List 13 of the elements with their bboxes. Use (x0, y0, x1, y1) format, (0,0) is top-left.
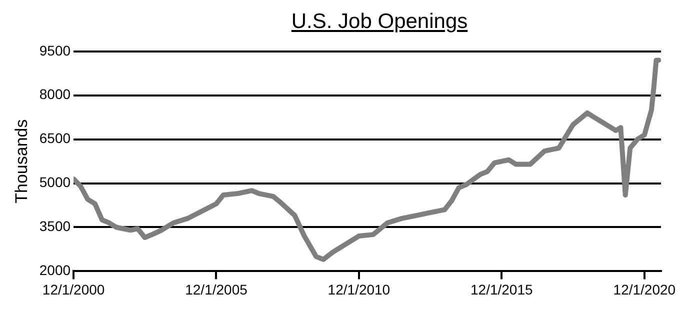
x-tick-label: 12/1/2000 (42, 281, 105, 298)
x-tick-label: 12/1/2015 (470, 281, 533, 298)
y-tick-label: 3500 (39, 218, 71, 234)
y-tick-label: 8000 (39, 86, 71, 102)
y-tick-label: 6500 (39, 130, 71, 146)
x-tick-label: 12/1/2005 (185, 281, 248, 298)
y-tick-label: 9500 (39, 42, 71, 58)
y-tick-label: 2000 (39, 262, 71, 278)
x-tick-label: 12/1/2020 (613, 281, 676, 298)
x-tick-label: 12/1/2010 (328, 281, 390, 298)
chart-title: U.S. Job Openings (290, 10, 469, 34)
y-tick-label: 5000 (39, 174, 71, 190)
y-axis-title: Thousands (12, 119, 31, 204)
